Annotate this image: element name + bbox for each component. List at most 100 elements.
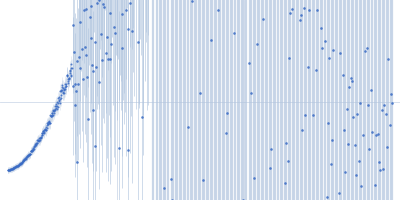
Point (362, 49, 369, 52)
Point (88, 37, 94, 40)
Point (65, 79, 71, 82)
Point (168, 177, 174, 180)
Point (21, 158, 27, 161)
Point (366, 148, 373, 151)
Point (50, 108, 56, 111)
Point (58, 89, 65, 92)
Point (87, 15, 93, 18)
Point (70, 24, 76, 27)
Point (66, 77, 72, 80)
Point (14, 164, 20, 167)
Point (300, 6, 307, 9)
Point (54, 107, 60, 110)
Point (119, 46, 125, 49)
Point (385, 57, 392, 60)
Point (53, 102, 60, 105)
Point (27, 152, 33, 156)
Point (6, 168, 12, 171)
Point (350, 116, 356, 119)
Point (10, 166, 17, 169)
Point (67, 71, 73, 74)
Point (58, 89, 64, 93)
Point (60, 91, 67, 94)
Point (39, 131, 45, 134)
Point (46, 122, 52, 125)
Point (7, 168, 14, 171)
Point (376, 161, 382, 164)
Point (125, 149, 132, 152)
Point (384, 146, 390, 149)
Point (32, 144, 38, 147)
Point (298, 13, 304, 17)
Point (98, 58, 105, 61)
Point (75, 83, 81, 86)
Point (12, 166, 18, 169)
Point (353, 173, 359, 176)
Point (325, 121, 331, 125)
Point (67, 67, 74, 70)
Point (327, 163, 334, 166)
Point (360, 134, 366, 137)
Point (23, 156, 29, 159)
Point (44, 126, 50, 130)
Point (59, 86, 65, 89)
Point (374, 132, 381, 135)
Point (26, 152, 33, 156)
Point (319, 46, 326, 49)
Point (126, 2, 133, 5)
Point (20, 159, 26, 162)
Point (37, 139, 43, 142)
Point (16, 163, 22, 166)
Point (61, 89, 68, 92)
Point (41, 132, 47, 135)
Point (348, 77, 354, 80)
Point (73, 89, 79, 92)
Point (77, 66, 84, 70)
Point (12, 165, 19, 168)
Point (15, 164, 21, 167)
Point (90, 70, 96, 73)
Point (11, 166, 18, 169)
Point (40, 128, 47, 131)
Point (48, 112, 55, 115)
Point (16, 163, 22, 166)
Point (330, 48, 336, 51)
Point (248, 92, 254, 95)
Point (65, 76, 72, 80)
Point (15, 164, 22, 167)
Point (378, 108, 385, 112)
Point (124, 28, 131, 31)
Point (24, 154, 31, 157)
Point (33, 141, 40, 145)
Point (54, 104, 60, 107)
Point (302, 113, 308, 117)
Point (318, 27, 324, 30)
Point (322, 39, 328, 42)
Point (29, 149, 35, 152)
Point (17, 162, 23, 166)
Point (5, 168, 12, 172)
Point (97, 33, 104, 36)
Point (388, 92, 394, 95)
Point (89, 63, 95, 66)
Point (7, 168, 14, 171)
Point (56, 99, 62, 102)
Point (84, 118, 91, 121)
Point (58, 93, 64, 97)
Point (55, 96, 62, 99)
Point (112, 31, 118, 34)
Point (94, 1, 100, 5)
Point (72, 82, 78, 85)
Point (46, 121, 52, 124)
Point (19, 160, 26, 163)
Point (380, 167, 386, 170)
Point (18, 161, 25, 164)
Point (32, 142, 38, 146)
Point (48, 115, 54, 118)
Point (340, 73, 346, 77)
Point (13, 165, 20, 168)
Point (88, 5, 95, 8)
Point (34, 139, 40, 142)
Point (282, 181, 288, 185)
Point (358, 185, 365, 188)
